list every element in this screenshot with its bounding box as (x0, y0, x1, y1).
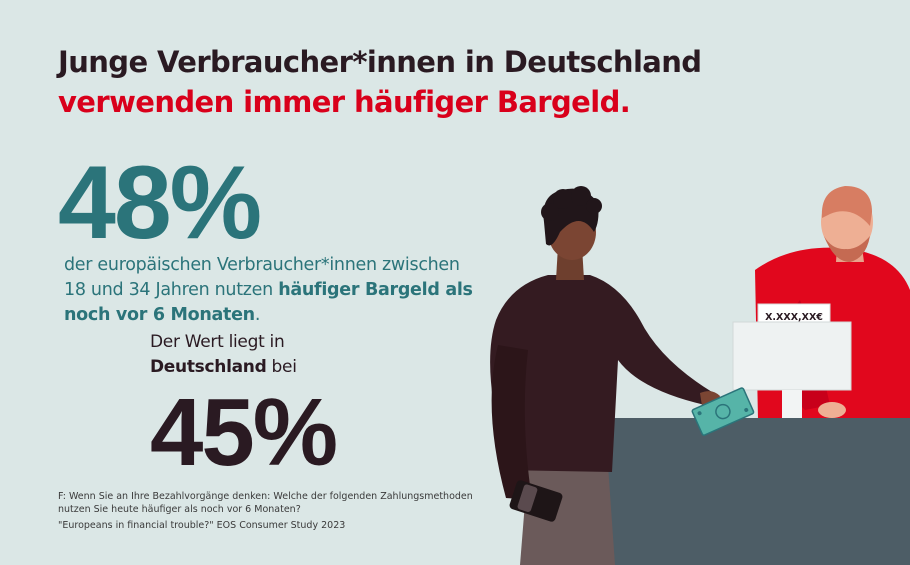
stat-de-value: 45% (150, 379, 338, 486)
stat-de-prefix: Der Wert liegt in (150, 332, 285, 352)
counter (602, 418, 910, 565)
payment-illustration: X.XXX,XX€ (490, 186, 910, 565)
footnote-question: F: Wenn Sie an Ihre Bezahlvorgänge denke… (58, 491, 473, 515)
stat-eu-highlight: häufiger Bargeld als noch vor 6 Monaten (64, 280, 473, 325)
stat-eu-description: der europäischen Verbraucher*innen zwisc… (64, 253, 484, 328)
stat-eu-value: 48% (58, 145, 262, 261)
headline: Junge Verbraucher*innen in Deutschland v… (58, 42, 702, 122)
stat-de-suffix: bei (266, 357, 297, 377)
cash-register: X.XXX,XX€ (732, 303, 852, 422)
register-display: X.XXX,XX€ (765, 312, 823, 323)
stat-eu-text: der europäischen Verbraucher*innen zwisc… (64, 255, 460, 300)
footnote-source: "Europeans in financial trouble?" EOS Co… (58, 520, 346, 531)
stat-de-country: Deutschland (150, 357, 267, 377)
stat-de-description: Der Wert liegt in Deutschland bei (150, 330, 297, 380)
headline-line-1: Junge Verbraucher*innen in Deutschland (58, 45, 702, 79)
stat-eu-text-end: . (254, 305, 261, 325)
footnote: F: Wenn Sie an Ihre Bezahlvorgänge denke… (58, 490, 478, 532)
wallet-icon (509, 480, 563, 522)
banknote-icon (691, 387, 755, 436)
headline-line-2: verwenden immer häufiger Bargeld. (58, 85, 631, 119)
